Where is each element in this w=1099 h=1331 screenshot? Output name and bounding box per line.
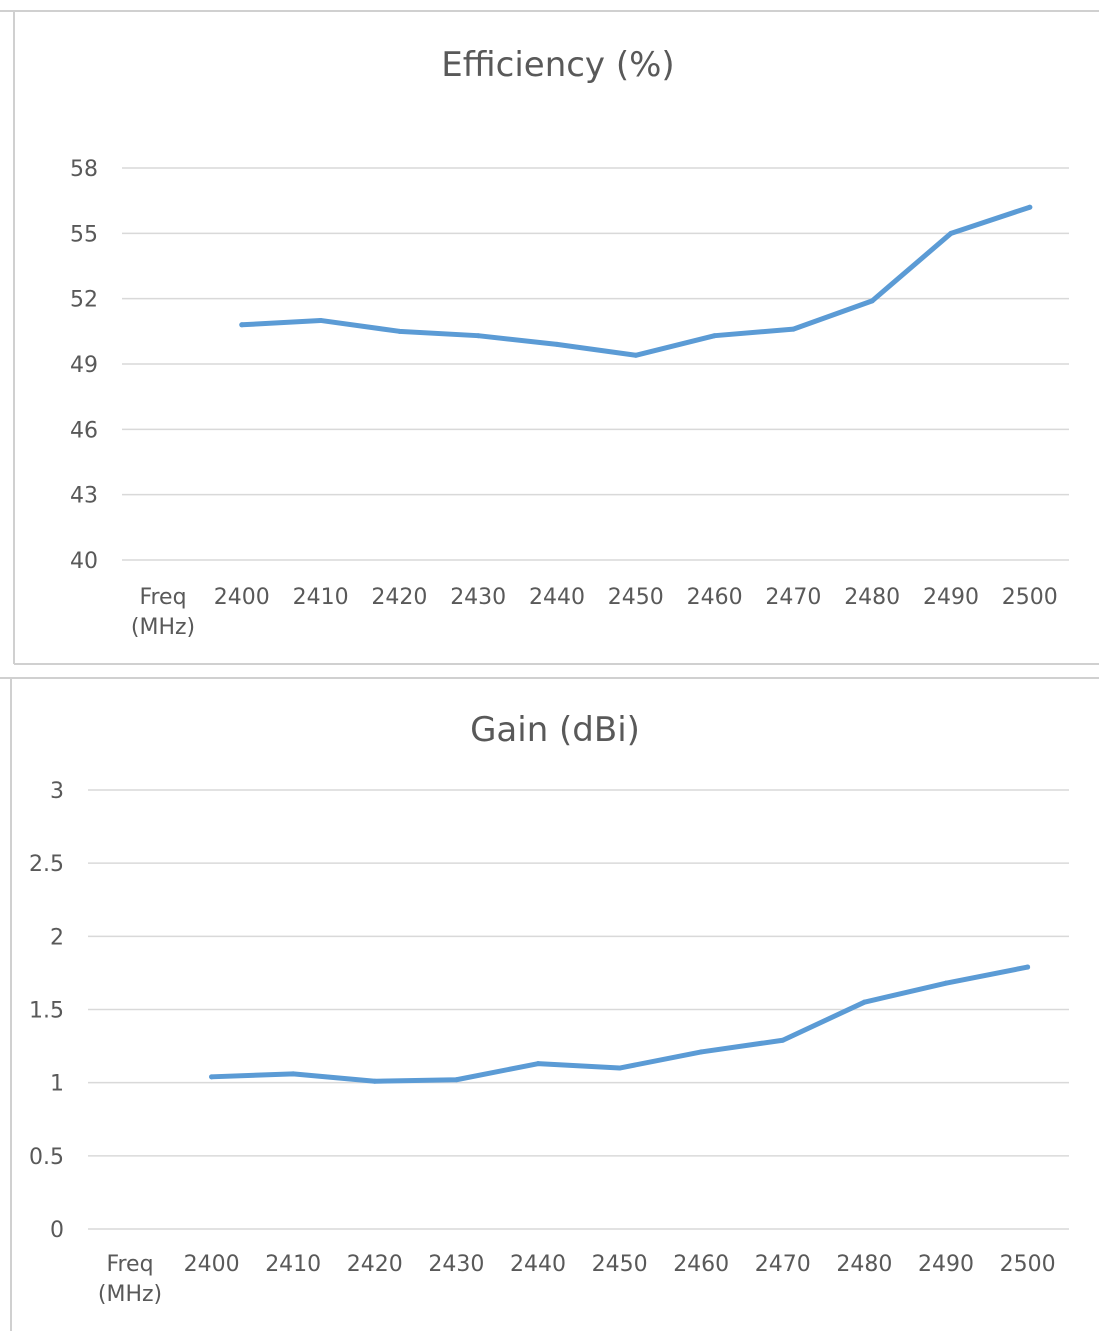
y-tick-label: 1 <box>50 1072 64 1097</box>
data-point <box>372 1079 377 1084</box>
y-tick-label: 49 <box>70 353 98 378</box>
data-point <box>209 1074 214 1079</box>
x-axis: Freq (MHz) 2400 2410 2420 2430 2440 2450 2460 247… <box>131 585 1058 640</box>
data-point <box>780 1038 785 1043</box>
x-tick-label: Freq (MHz) <box>131 585 195 640</box>
data-point <box>617 1066 622 1071</box>
x-tick-label: 2410 <box>293 585 349 610</box>
data-point <box>454 1077 459 1082</box>
data-point <box>1025 965 1030 970</box>
data-point <box>712 333 717 338</box>
x-tick-label: 2400 <box>184 1252 240 1277</box>
series-line <box>242 207 1030 355</box>
plot-area <box>122 168 1069 560</box>
y-tick-label: 55 <box>70 222 98 247</box>
efficiency-chart: Efficiency (%) 40 43 46 49 52 55 58 Freq (MHz) 2… <box>70 45 1069 640</box>
data-point <box>791 327 796 332</box>
x-tick-label: 2480 <box>836 1252 892 1277</box>
data-point <box>318 318 323 323</box>
y-tick-label: 2 <box>50 925 64 950</box>
x-tick-label: 2460 <box>673 1252 729 1277</box>
plot-area <box>88 790 1069 1229</box>
x-tick-label: 2420 <box>371 585 427 610</box>
data-point <box>239 322 244 327</box>
data-point <box>699 1049 704 1054</box>
gain-chart: Gain (dBi) 0 0.5 1 1.5 2 2.5 3 Freq (MHz) 2400 24… <box>29 710 1069 1307</box>
chart-title: Gain (dBi) <box>470 710 640 750</box>
x-tick-label: 2420 <box>347 1252 403 1277</box>
chart-title: Efficiency (%) <box>441 45 674 85</box>
x-tick-label: Freq (MHz) <box>98 1252 162 1307</box>
x-tick-label: 2470 <box>765 585 821 610</box>
data-point <box>949 231 954 236</box>
y-tick-label: 0.5 <box>29 1145 64 1170</box>
y-axis: 40 43 46 49 52 55 58 <box>70 157 98 574</box>
x-tick-label: 2430 <box>428 1252 484 1277</box>
data-point <box>397 329 402 334</box>
x-tick-label: 2460 <box>687 585 743 610</box>
x-tick-label: 2500 <box>1002 585 1058 610</box>
data-point <box>555 342 560 347</box>
y-tick-label: 52 <box>70 288 98 313</box>
data-point <box>476 333 481 338</box>
data-point <box>944 981 949 986</box>
x-axis: Freq (MHz) 2400 2410 2420 2430 2440 2450 2460 247… <box>98 1252 1056 1307</box>
x-tick-label: 2400 <box>214 585 270 610</box>
x-tick-label: 2470 <box>755 1252 811 1277</box>
y-tick-label: 1.5 <box>29 999 64 1024</box>
y-axis: 0 0.5 1 1.5 2 2.5 3 <box>29 779 64 1243</box>
x-tick-label: 2440 <box>510 1252 566 1277</box>
y-tick-label: 0 <box>50 1218 64 1243</box>
y-tick-label: 46 <box>70 418 98 443</box>
series-line <box>212 967 1028 1081</box>
y-tick-label: 2.5 <box>29 852 64 877</box>
data-point <box>870 298 875 303</box>
x-tick-label: 2480 <box>844 585 900 610</box>
data-point <box>1027 205 1032 210</box>
x-tick-label: 2490 <box>918 1252 974 1277</box>
data-point <box>291 1071 296 1076</box>
data-point <box>633 353 638 358</box>
x-tick-label: 2490 <box>923 585 979 610</box>
x-tick-label: 2410 <box>265 1252 321 1277</box>
x-tick-label: 2440 <box>529 585 585 610</box>
y-tick-label: 58 <box>70 157 98 182</box>
data-point <box>536 1061 541 1066</box>
x-tick-label: 2450 <box>608 585 664 610</box>
x-tick-label: 2430 <box>450 585 506 610</box>
sheet-frame <box>0 11 1099 1331</box>
y-tick-label: 3 <box>50 779 64 804</box>
x-tick-label: 2500 <box>1000 1252 1056 1277</box>
data-point <box>862 1000 867 1005</box>
y-tick-label: 43 <box>70 484 98 509</box>
y-tick-label: 40 <box>70 549 98 574</box>
x-tick-label: 2450 <box>592 1252 648 1277</box>
